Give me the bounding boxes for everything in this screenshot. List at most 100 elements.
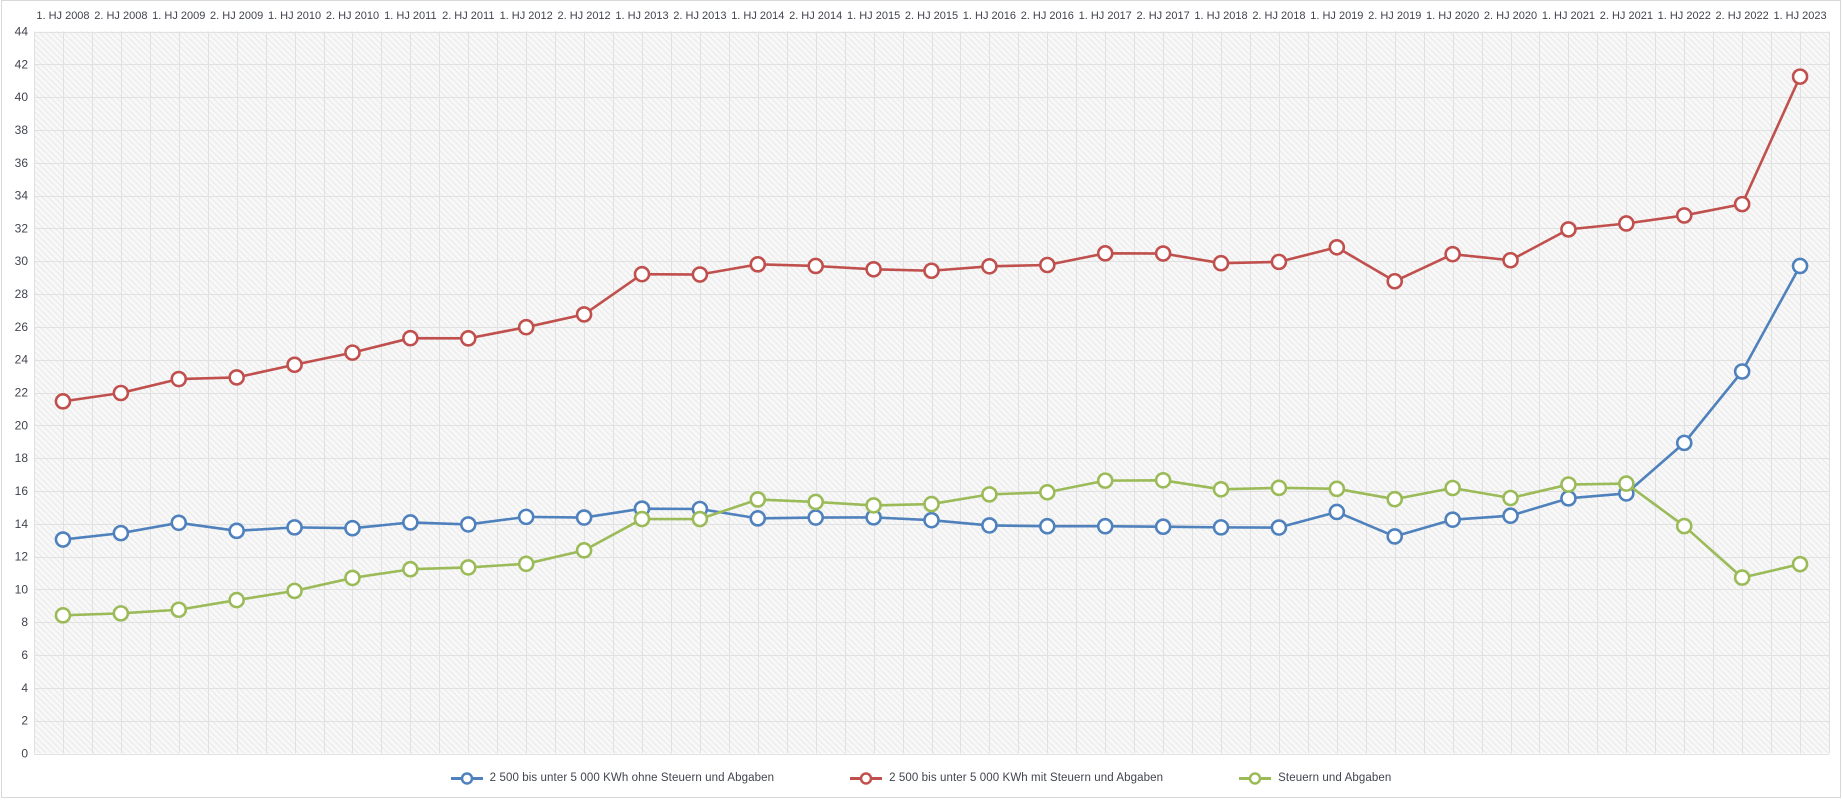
data-point-marker (286, 356, 303, 374)
data-point-marker (749, 256, 767, 273)
y-axis-label: 42 (15, 57, 29, 71)
data-point-marker (1560, 476, 1577, 493)
y-axis-label: 0 (21, 747, 28, 761)
data-point-marker (228, 369, 245, 386)
data-point-marker (1270, 479, 1288, 497)
x-axis-label: 1. HJ 2015 (847, 10, 900, 22)
data-point-marker (517, 508, 535, 526)
x-axis-label: 2. HJ 2013 (673, 10, 726, 22)
y-axis-label: 38 (15, 123, 29, 137)
y-axis-label: 24 (15, 353, 29, 367)
legend-item-mit-steuern[interactable]: 2 500 bis unter 5 000 KWh mit Steuern un… (850, 771, 1163, 785)
series-steuern-und-abgaben (54, 471, 1809, 624)
data-point-marker (1444, 511, 1461, 528)
data-point-marker (575, 306, 593, 323)
data-point-marker (517, 555, 535, 573)
x-axis-label: 1. HJ 2009 (152, 10, 205, 22)
y-axis-label: 32 (15, 221, 29, 235)
data-point-marker (1328, 238, 1346, 256)
data-point-marker (1502, 507, 1519, 525)
data-point-marker (575, 509, 593, 526)
x-axis-label: 1. HJ 2008 (36, 10, 89, 22)
x-axis-label: 1. HJ 2022 (1658, 10, 1711, 22)
grid-lines (34, 31, 1830, 755)
data-point-marker (1096, 517, 1114, 535)
data-point-marker (923, 511, 940, 529)
y-axis-label: 6 (21, 648, 28, 662)
data-point-marker (1328, 503, 1346, 521)
data-point-marker (402, 514, 419, 531)
y-axis-label: 12 (15, 550, 29, 564)
data-point-marker (633, 510, 651, 528)
y-axis-label: 34 (15, 189, 29, 203)
y-axis-label: 18 (15, 451, 29, 465)
data-point-marker (923, 495, 940, 513)
data-point-marker (1212, 481, 1230, 498)
x-axis-label: 2. HJ 2020 (1484, 10, 1537, 22)
y-axis-label: 20 (15, 418, 29, 432)
data-point-marker (807, 257, 824, 275)
data-point-marker (1733, 363, 1751, 380)
data-point-marker (1444, 479, 1461, 497)
data-point-marker (1502, 251, 1519, 269)
data-point-marker (633, 265, 651, 283)
data-point-marker (344, 569, 361, 587)
data-point-marker (1386, 490, 1404, 508)
data-point-marker (1039, 256, 1056, 274)
x-axis-label: 1. HJ 2010 (268, 10, 321, 22)
x-axis-label: 2. HJ 2010 (326, 10, 379, 22)
y-axis-label: 28 (15, 287, 29, 301)
data-point-marker (1039, 517, 1056, 535)
data-point-marker (1675, 434, 1693, 452)
y-axis-label: 8 (21, 615, 28, 629)
x-axis-label: 1. HJ 2018 (1194, 10, 1247, 22)
x-axis-label: 1. HJ 2023 (1773, 10, 1826, 22)
x-axis-label: 1. HJ 2012 (500, 10, 553, 22)
data-point-marker (1096, 472, 1114, 489)
data-point-marker (1328, 480, 1346, 498)
data-point-marker (1154, 245, 1172, 262)
data-point-marker (1386, 528, 1404, 545)
data-point-marker (286, 519, 303, 536)
x-axis-label: 1. HJ 2020 (1426, 10, 1479, 22)
x-axis-label: 1. HJ 2014 (731, 10, 784, 22)
data-point-marker (228, 591, 245, 609)
x-axis-label: 2. HJ 2022 (1716, 10, 1769, 22)
y-axis-label: 36 (15, 156, 29, 170)
data-point-marker (1791, 555, 1809, 573)
data-point-marker (1733, 569, 1751, 586)
data-point-marker (749, 491, 767, 508)
x-axis-label: 2. HJ 2021 (1600, 10, 1653, 22)
x-axis-label: 1. HJ 2011 (384, 10, 436, 22)
data-point-marker (749, 510, 767, 527)
data-point-marker (981, 486, 998, 503)
data-point-marker (402, 560, 419, 578)
data-point-marker (170, 370, 188, 388)
y-axis: 0246810121416182022242628303234363840424… (15, 25, 29, 761)
data-point-marker (1791, 68, 1809, 85)
data-point-marker (402, 329, 419, 347)
data-point-marker (1618, 475, 1635, 492)
data-point-marker (112, 605, 130, 622)
x-axis-label: 2. HJ 2012 (557, 10, 610, 22)
chart-legend: 2 500 bis unter 5 000 KWh ohne Steuern u… (2, 764, 1840, 792)
data-point-marker (286, 582, 303, 600)
y-axis-label: 16 (15, 484, 29, 498)
data-point-marker (1618, 215, 1635, 232)
data-point-marker (1502, 489, 1519, 507)
x-axis-label: 2. HJ 2017 (1137, 10, 1190, 22)
data-point-marker (1675, 207, 1693, 224)
data-point-marker (1154, 518, 1172, 536)
x-axis-label: 1. HJ 2017 (1079, 10, 1132, 22)
y-axis-label: 30 (15, 254, 29, 268)
x-axis-label: 2. HJ 2009 (210, 10, 263, 22)
x-axis-label: 2. HJ 2011 (442, 10, 494, 22)
data-point-marker (54, 531, 72, 548)
legend-item-steuern-und-abgaben[interactable]: Steuern und Abgaben (1239, 771, 1391, 785)
data-point-marker (1675, 517, 1693, 535)
y-axis-label: 44 (15, 25, 29, 39)
plot-area (34, 31, 1829, 754)
y-axis-label: 2 (21, 714, 28, 728)
legend-item-ohne-steuern[interactable]: 2 500 bis unter 5 000 KWh ohne Steuern u… (450, 771, 774, 785)
